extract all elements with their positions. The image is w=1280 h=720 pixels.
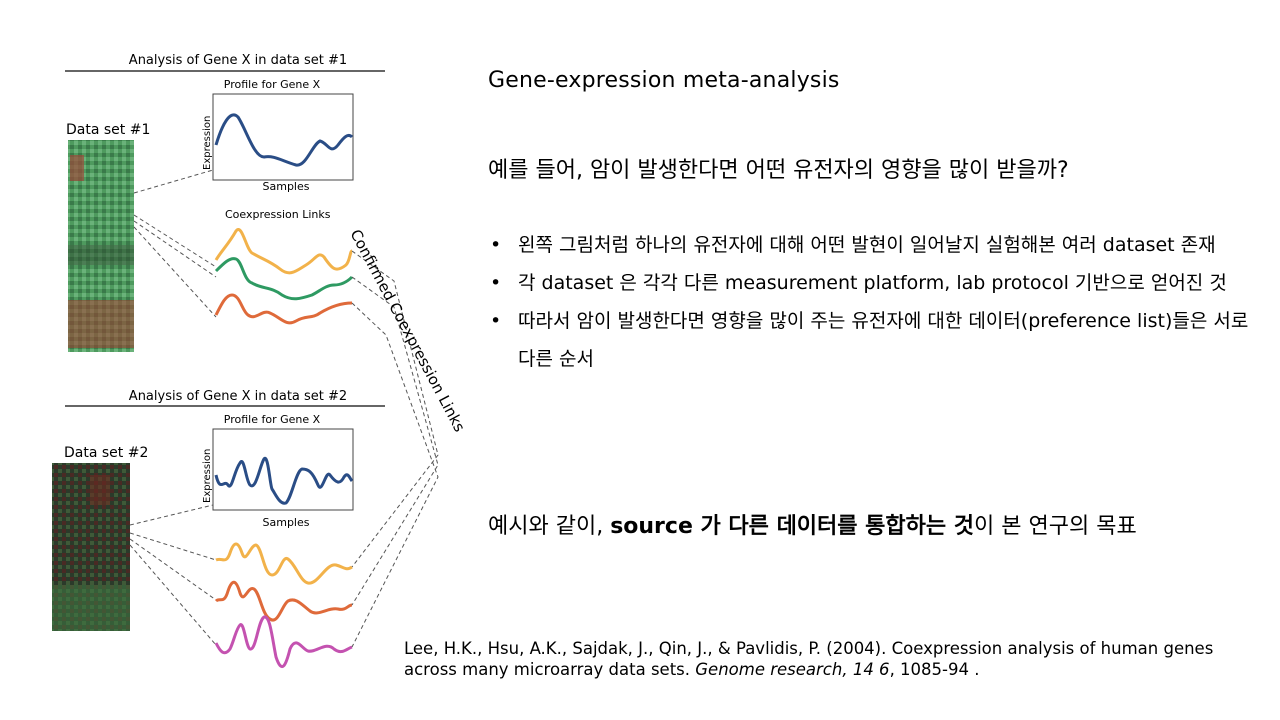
panel1-orange-curve [214, 293, 353, 325]
confirmed-label: Confirmed Coexpression Links [346, 226, 468, 435]
panel2-magenta-curve [214, 615, 353, 669]
coexpression-figure: Analysis of Gene X in data set #1 Data s… [52, 53, 469, 669]
profile2-xlabel: Samples [263, 516, 310, 529]
citation-authors: Lee, H.K., Hsu, A.K., Sajdak, J., Qin, J… [404, 639, 1214, 679]
profile1-box [212, 93, 354, 181]
citation-pages: , 1085-94 . [889, 660, 980, 679]
panel1-green-curve [214, 257, 354, 301]
dataset2-heatmap-red-patch [90, 475, 110, 505]
profile1-title: Profile for Gene X [224, 78, 321, 91]
dataset1-heatmap-red-patch [68, 300, 134, 348]
profile2-ylabel: Expression [202, 449, 213, 503]
dataset2-label: Data set #2 [64, 445, 148, 461]
profile1-blue-curve [214, 113, 354, 167]
research-goal: 예시와 같이, source 가 다른 데이터를 통합하는 것이 본 연구의 목… [488, 508, 1137, 540]
profile2-blue-curve [214, 456, 354, 505]
bullet-list: 왼쪽 그림처럼 하나의 유전자에 대해 어떤 발현이 일어날지 실험해본 여러 … [490, 226, 1260, 378]
panel1-connectors [133, 169, 217, 318]
profile1-ylabel: Expression [202, 116, 213, 170]
panel2-title: Analysis of Gene X in data set #2 [129, 389, 347, 404]
panel2-connectors [129, 504, 217, 646]
goal-bold: source 가 다른 데이터를 통합하는 것 [610, 514, 975, 539]
profile1-xlabel: Samples [263, 180, 310, 193]
panel2-yellow-curve [215, 542, 353, 585]
profile2-title: Profile for Gene X [224, 413, 321, 426]
citation-journal: Genome research, 14 6 [695, 660, 890, 679]
coexpression-label: Coexpression Links [225, 208, 331, 221]
dataset1-heatmap-dark-band [68, 245, 134, 265]
panel1-title: Analysis of Gene X in data set #1 [129, 53, 347, 68]
panel1-yellow-curve [214, 227, 353, 275]
confirmed-connectors [351, 250, 439, 648]
goal-prefix: 예시와 같이, [488, 514, 611, 539]
citation: Lee, H.K., Hsu, A.K., Sajdak, J., Qin, J… [404, 638, 1264, 680]
dataset1-label: Data set #1 [66, 122, 150, 138]
research-question: 예를 들어, 암이 발생한다면 어떤 유전자의 영향을 많이 받을까? [488, 158, 1069, 183]
bullet-item: 왼쪽 그림처럼 하나의 유전자에 대해 어떤 발현이 일어날지 실험해본 여러 … [490, 226, 1260, 264]
profile2-box [212, 428, 354, 511]
bullet-item: 각 dataset 은 각각 다른 measurement platform, … [490, 264, 1260, 302]
dataset2-heatmap-green-band [52, 585, 130, 631]
bullet-item: 따라서 암이 발생한다면 영향을 많이 주는 유전자에 대한 데이터(prefe… [490, 302, 1260, 378]
goal-suffix: 이 본 연구의 목표 [974, 514, 1137, 539]
panel2-orange-curve [214, 580, 353, 622]
slide-title: Gene-expression meta-analysis [488, 68, 840, 93]
dataset1-heatmap-red-patch [70, 155, 84, 181]
